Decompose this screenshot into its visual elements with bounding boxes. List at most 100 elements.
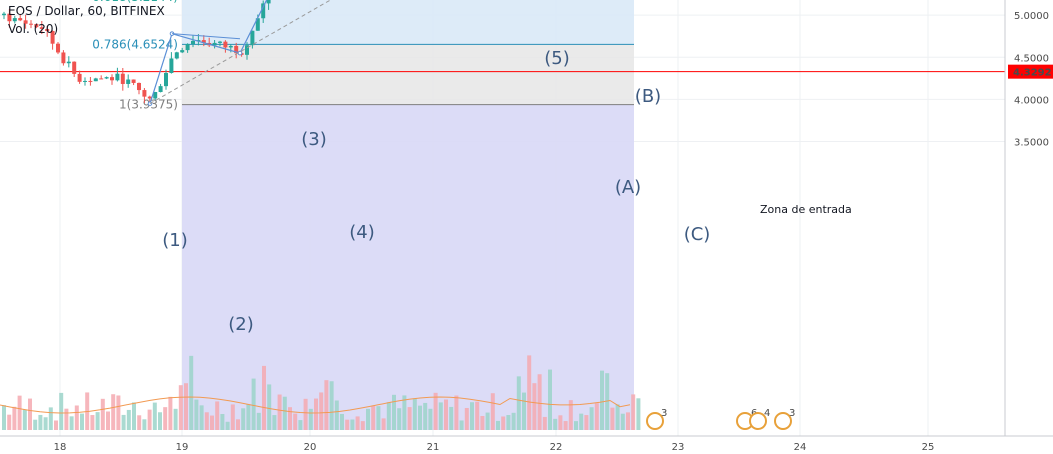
volume-bar	[438, 402, 443, 430]
volume-bar	[423, 402, 428, 430]
volume-bar	[340, 413, 344, 430]
candle-body	[255, 18, 260, 31]
volume-bar	[345, 419, 350, 430]
volume-bar	[282, 396, 287, 430]
candle-body	[158, 86, 163, 93]
fib-level-label: 0.618(5.2144)	[92, 0, 178, 4]
fib-zone	[182, 0, 634, 45]
volume-bar	[371, 405, 376, 430]
volume-bar	[142, 419, 147, 430]
volume-bar	[80, 413, 84, 430]
volume-bar	[558, 415, 563, 430]
fib-level-label: 0.786(4.6524)	[92, 37, 178, 51]
candle-body	[39, 27, 44, 29]
wave-label: (5)	[544, 48, 570, 69]
candle-body	[169, 58, 174, 73]
volume-bar	[511, 412, 516, 430]
x-tick-label: 22	[550, 442, 563, 453]
volume-bar	[2, 405, 6, 430]
volume-bar	[470, 402, 474, 430]
volume-bar	[137, 415, 142, 430]
candle-body	[185, 43, 190, 51]
y-tick-label: 3.5000	[1014, 138, 1049, 149]
volume-bar	[256, 412, 261, 430]
candle-body	[7, 13, 12, 22]
candle-body	[110, 77, 114, 81]
event-badge-icon	[646, 412, 664, 430]
candle-body	[142, 90, 147, 97]
volume-bar	[376, 406, 381, 430]
wave-label: (3)	[301, 129, 327, 150]
volume-bar	[579, 413, 584, 430]
candle-body	[99, 78, 104, 80]
volume-bar	[537, 374, 542, 430]
candle-body	[266, 0, 271, 4]
volume-bar	[189, 355, 194, 430]
candle-body	[45, 28, 50, 32]
fib-zone-extension	[182, 104, 634, 431]
volume-bar	[22, 409, 27, 430]
volume-bar	[516, 376, 521, 430]
x-tick-label: 23	[672, 442, 685, 453]
candle-body	[93, 78, 98, 82]
volume-ma-line	[0, 396, 631, 414]
volume-bar	[397, 408, 402, 430]
volume-bar	[386, 402, 391, 430]
volume-bar	[272, 415, 277, 430]
volume-bar	[277, 394, 282, 430]
volume-bar	[7, 414, 12, 430]
volume-bar	[147, 409, 152, 430]
event-badge-count: 3	[661, 408, 667, 419]
candle-body	[228, 45, 233, 48]
candle-body	[61, 52, 66, 64]
candle-body	[261, 3, 266, 19]
volume-bar	[95, 412, 100, 430]
volume-bar	[464, 407, 469, 430]
volume-bar	[324, 380, 329, 430]
volume-bar	[355, 416, 360, 430]
price-tag-label: 4.3292	[1013, 68, 1052, 79]
x-tick-label: 20	[304, 442, 317, 453]
candle-body	[12, 18, 17, 22]
x-tick-label: 21	[427, 442, 440, 453]
volume-bar	[527, 355, 532, 430]
volume-bar	[459, 420, 464, 430]
volume-bar	[407, 407, 412, 430]
entry-zone-annotation: Zona de entrada	[760, 203, 852, 216]
volume-bar	[163, 407, 168, 430]
candle-body	[56, 43, 60, 53]
volume-bar	[605, 373, 610, 430]
volume-bar	[241, 408, 246, 430]
candle-body	[201, 40, 206, 43]
volume-bar	[308, 408, 313, 430]
wave-label: (4)	[349, 222, 375, 243]
volume-bar	[215, 401, 220, 430]
candle-body	[196, 40, 201, 42]
price-tag	[1008, 64, 1053, 79]
volume-bar	[199, 405, 204, 430]
volume-bar	[210, 415, 214, 430]
wave-label: (2)	[228, 314, 254, 335]
candle-body	[77, 73, 82, 82]
candle-body	[50, 31, 55, 44]
volume-bar	[74, 405, 79, 430]
volume-bar	[111, 394, 116, 430]
volume-bar	[168, 396, 173, 430]
wave-label: (1)	[162, 230, 188, 251]
candle-body	[131, 79, 136, 83]
volume-bar	[59, 392, 64, 430]
x-tick-label: 24	[794, 442, 807, 453]
candle-body	[126, 79, 131, 84]
event-badge-icon	[774, 412, 792, 430]
volume-bar	[132, 402, 136, 430]
candle-body	[180, 50, 185, 53]
volume-bar	[584, 415, 589, 430]
volume-indicator-label: Vol. (20)	[8, 22, 59, 36]
y-tick-label: 4.0000	[1014, 95, 1049, 106]
volume-bar	[69, 416, 74, 430]
volume-bar	[392, 394, 396, 430]
wave-label: (B)	[635, 86, 661, 107]
volume-bar	[158, 412, 162, 430]
